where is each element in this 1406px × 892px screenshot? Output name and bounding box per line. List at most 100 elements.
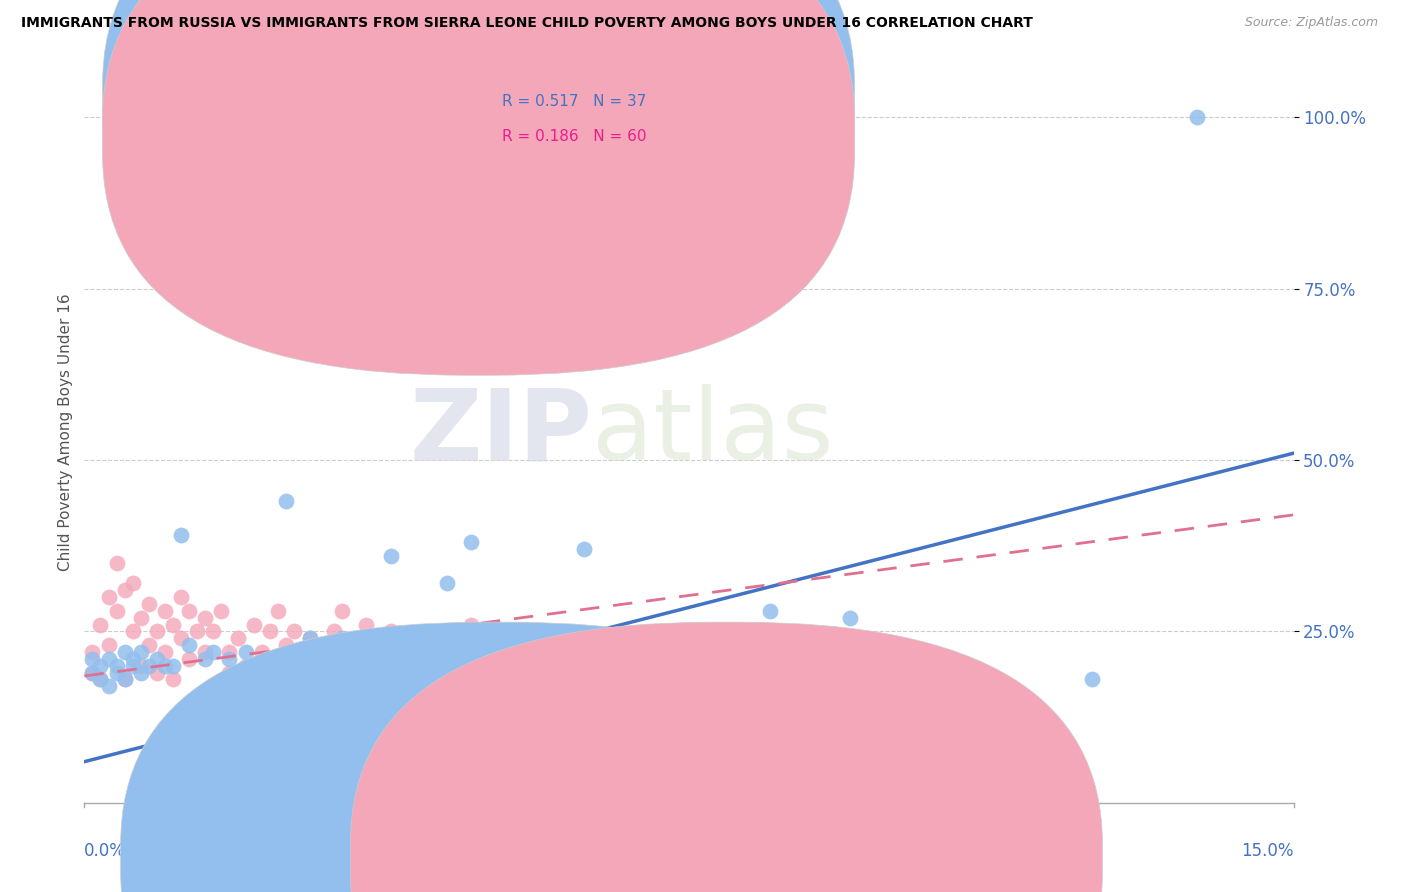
Point xyxy=(315,645,337,659)
Point xyxy=(202,645,225,659)
Point xyxy=(218,645,240,659)
Point xyxy=(380,549,402,563)
Point xyxy=(89,673,111,687)
Point xyxy=(129,645,152,659)
Point xyxy=(146,624,169,639)
Point xyxy=(299,632,322,646)
Point xyxy=(194,610,217,624)
Point xyxy=(114,645,136,659)
Point xyxy=(436,576,458,591)
Point xyxy=(146,665,169,680)
Point xyxy=(114,583,136,598)
Point xyxy=(226,632,249,646)
Point xyxy=(274,638,297,652)
Point xyxy=(339,638,361,652)
Point xyxy=(114,673,136,687)
Point xyxy=(516,624,538,639)
Point xyxy=(105,556,128,570)
Point xyxy=(121,652,143,666)
FancyBboxPatch shape xyxy=(441,66,744,166)
Text: ZIP: ZIP xyxy=(409,384,592,481)
Point xyxy=(97,590,120,604)
Point xyxy=(89,658,111,673)
FancyBboxPatch shape xyxy=(103,0,855,341)
Point xyxy=(194,645,217,659)
Point xyxy=(138,638,160,652)
Point xyxy=(299,632,322,646)
Text: atlas: atlas xyxy=(592,384,834,481)
Point xyxy=(121,576,143,591)
Point xyxy=(380,624,402,639)
Point xyxy=(179,604,201,618)
Point xyxy=(1185,110,1208,124)
Point xyxy=(218,665,240,680)
Point xyxy=(82,652,104,666)
Point xyxy=(218,652,240,666)
Text: R = 0.186   N = 60: R = 0.186 N = 60 xyxy=(502,129,645,144)
Point xyxy=(460,617,482,632)
Point xyxy=(330,632,353,646)
Point xyxy=(323,624,346,639)
Point xyxy=(82,665,104,680)
Point xyxy=(274,494,297,508)
Point xyxy=(179,652,201,666)
Point xyxy=(89,673,111,687)
Text: 0.0%: 0.0% xyxy=(84,842,127,860)
Point xyxy=(572,542,595,557)
Point xyxy=(347,645,370,659)
Point xyxy=(82,645,104,659)
Point xyxy=(516,645,538,659)
Point xyxy=(121,624,143,639)
Point xyxy=(162,673,184,687)
Text: IMMIGRANTS FROM RUSSIA VS IMMIGRANTS FROM SIERRA LEONE CHILD POVERTY AMONG BOYS : IMMIGRANTS FROM RUSSIA VS IMMIGRANTS FRO… xyxy=(21,16,1033,30)
Point xyxy=(291,652,314,666)
Point xyxy=(209,604,232,618)
Point xyxy=(235,658,257,673)
Point xyxy=(153,658,176,673)
Point xyxy=(105,665,128,680)
Point xyxy=(557,638,579,652)
Point xyxy=(129,610,152,624)
Point xyxy=(162,658,184,673)
Point xyxy=(330,604,353,618)
Point xyxy=(242,617,264,632)
Point xyxy=(97,638,120,652)
Text: R = 0.517   N = 37: R = 0.517 N = 37 xyxy=(502,95,645,109)
Point xyxy=(170,528,193,542)
Point xyxy=(202,624,225,639)
Text: Immigrants from Russia: Immigrants from Russia xyxy=(517,851,700,866)
Point xyxy=(146,652,169,666)
Point xyxy=(138,658,160,673)
Point xyxy=(121,658,143,673)
Point xyxy=(412,632,434,646)
Text: 15.0%: 15.0% xyxy=(1241,842,1294,860)
Point xyxy=(138,597,160,611)
Point xyxy=(477,645,499,659)
Point xyxy=(179,638,201,652)
Point xyxy=(598,652,620,666)
Point xyxy=(153,645,176,659)
Point xyxy=(444,638,467,652)
Point xyxy=(105,658,128,673)
Point xyxy=(97,652,120,666)
Point xyxy=(89,617,111,632)
Point xyxy=(129,658,152,673)
Point xyxy=(1081,673,1104,687)
Point xyxy=(267,604,290,618)
Point xyxy=(97,679,120,693)
FancyBboxPatch shape xyxy=(103,0,855,376)
Point xyxy=(194,652,217,666)
Point xyxy=(186,624,208,639)
Point xyxy=(395,652,418,666)
Point xyxy=(758,604,780,618)
Point xyxy=(363,638,385,652)
Y-axis label: Child Poverty Among Boys Under 16: Child Poverty Among Boys Under 16 xyxy=(58,293,73,572)
FancyBboxPatch shape xyxy=(121,622,873,892)
Point xyxy=(460,535,482,549)
Point xyxy=(250,645,273,659)
Point xyxy=(82,665,104,680)
Point xyxy=(170,590,193,604)
Point xyxy=(283,624,305,639)
Point xyxy=(235,645,257,659)
Text: Immigrants from Sierra Leone: Immigrants from Sierra Leone xyxy=(747,851,977,866)
